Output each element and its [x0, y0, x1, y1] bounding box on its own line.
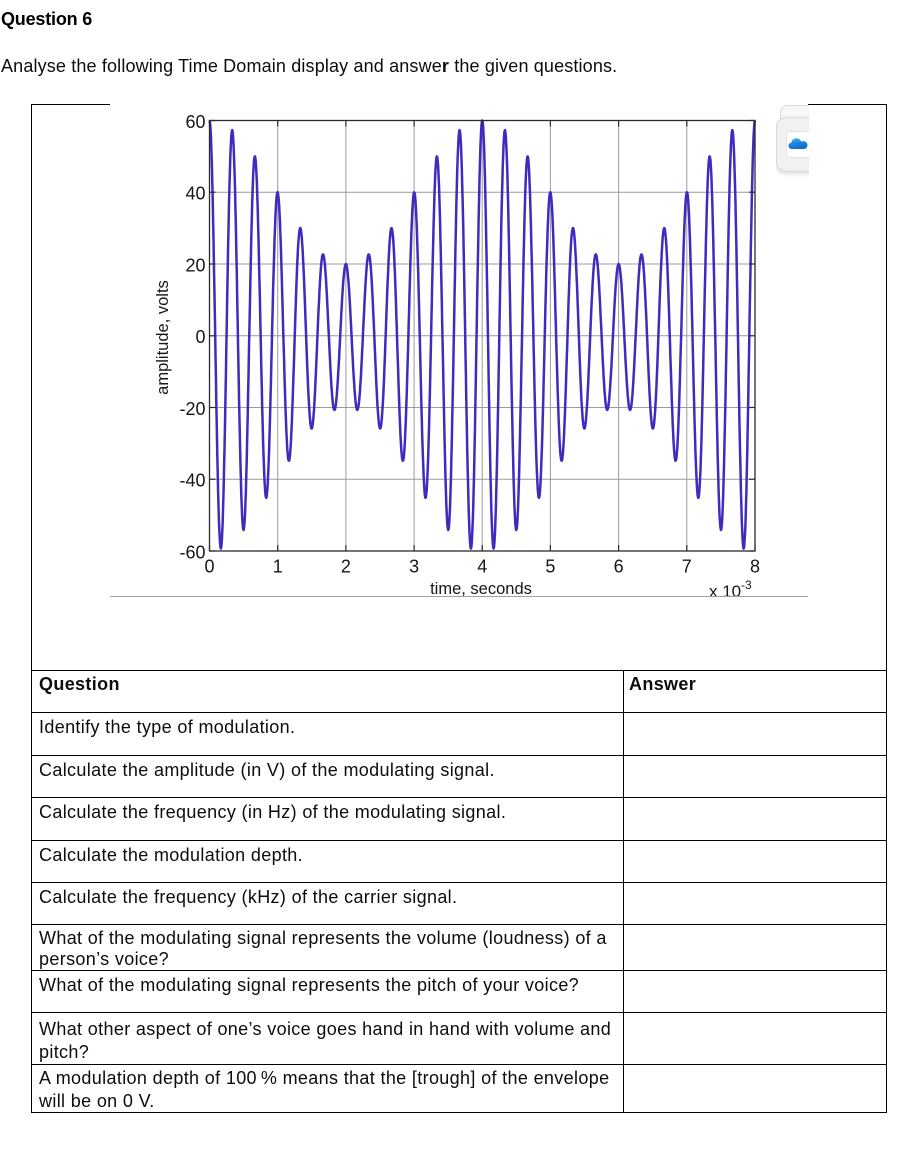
svg-text:-3: -3: [741, 578, 752, 592]
svg-text:1: 1: [273, 557, 283, 577]
svg-text:2: 2: [341, 557, 351, 577]
svg-text:0: 0: [195, 327, 205, 347]
svg-text:-20: -20: [179, 399, 205, 419]
svg-text:40: 40: [185, 184, 205, 204]
svg-text:time, seconds: time, seconds: [430, 580, 532, 596]
svg-text:x 10: x 10: [709, 582, 741, 596]
svg-text:5: 5: [545, 557, 555, 577]
svg-text:20: 20: [185, 255, 205, 275]
svg-text:3: 3: [409, 557, 419, 577]
svg-text:-60: -60: [179, 542, 205, 562]
svg-text:amplitude, volts: amplitude, volts: [154, 280, 172, 395]
svg-text:6: 6: [614, 557, 624, 577]
svg-text:0: 0: [204, 557, 214, 577]
svg-text:4: 4: [477, 557, 487, 577]
svg-text:8: 8: [750, 557, 760, 577]
svg-text:60: 60: [185, 112, 205, 132]
svg-text:-40: -40: [179, 471, 205, 491]
svg-text:7: 7: [682, 557, 692, 577]
